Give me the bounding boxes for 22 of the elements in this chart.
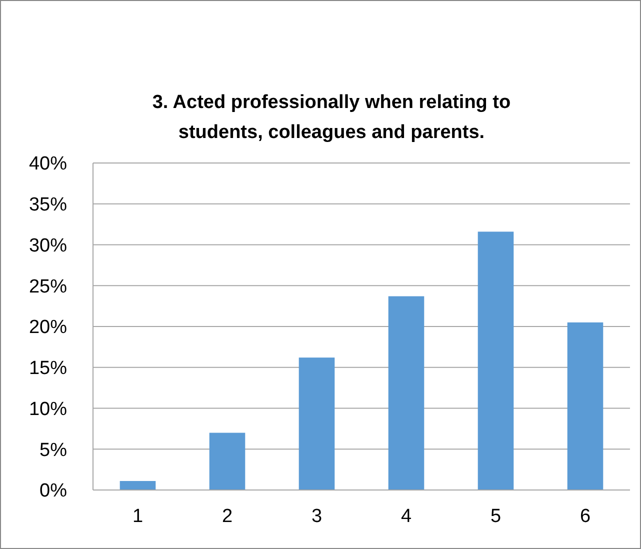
y-tick-label: 5% — [40, 440, 68, 461]
x-tick-label: 2 — [222, 506, 233, 527]
y-tick-label: 25% — [28, 276, 68, 298]
y-tick-label: 15% — [28, 358, 68, 380]
y-tick-label: 0% — [40, 480, 68, 502]
chart-title: 3. Acted professionally when relating to students, colleagues and parents. — [152, 92, 511, 143]
y-tick-label: 40% — [28, 154, 68, 175]
bar — [567, 322, 604, 490]
x-tick-label: 1 — [132, 506, 144, 527]
x-tick-label: 3 — [311, 506, 322, 527]
x-tick-label: 6 — [580, 506, 591, 527]
bar — [388, 296, 424, 490]
y-tick-label: 20% — [28, 317, 68, 338]
x-tick-label: 4 — [400, 506, 412, 527]
y-tick-label: 35% — [28, 194, 68, 216]
bar — [209, 432, 246, 490]
bar — [478, 232, 514, 490]
bar — [298, 358, 335, 490]
y-tick-label: 10% — [28, 398, 68, 420]
y-tick-label: 30% — [28, 235, 68, 256]
x-tick-label: 5 — [490, 506, 502, 527]
bar — [120, 481, 156, 490]
